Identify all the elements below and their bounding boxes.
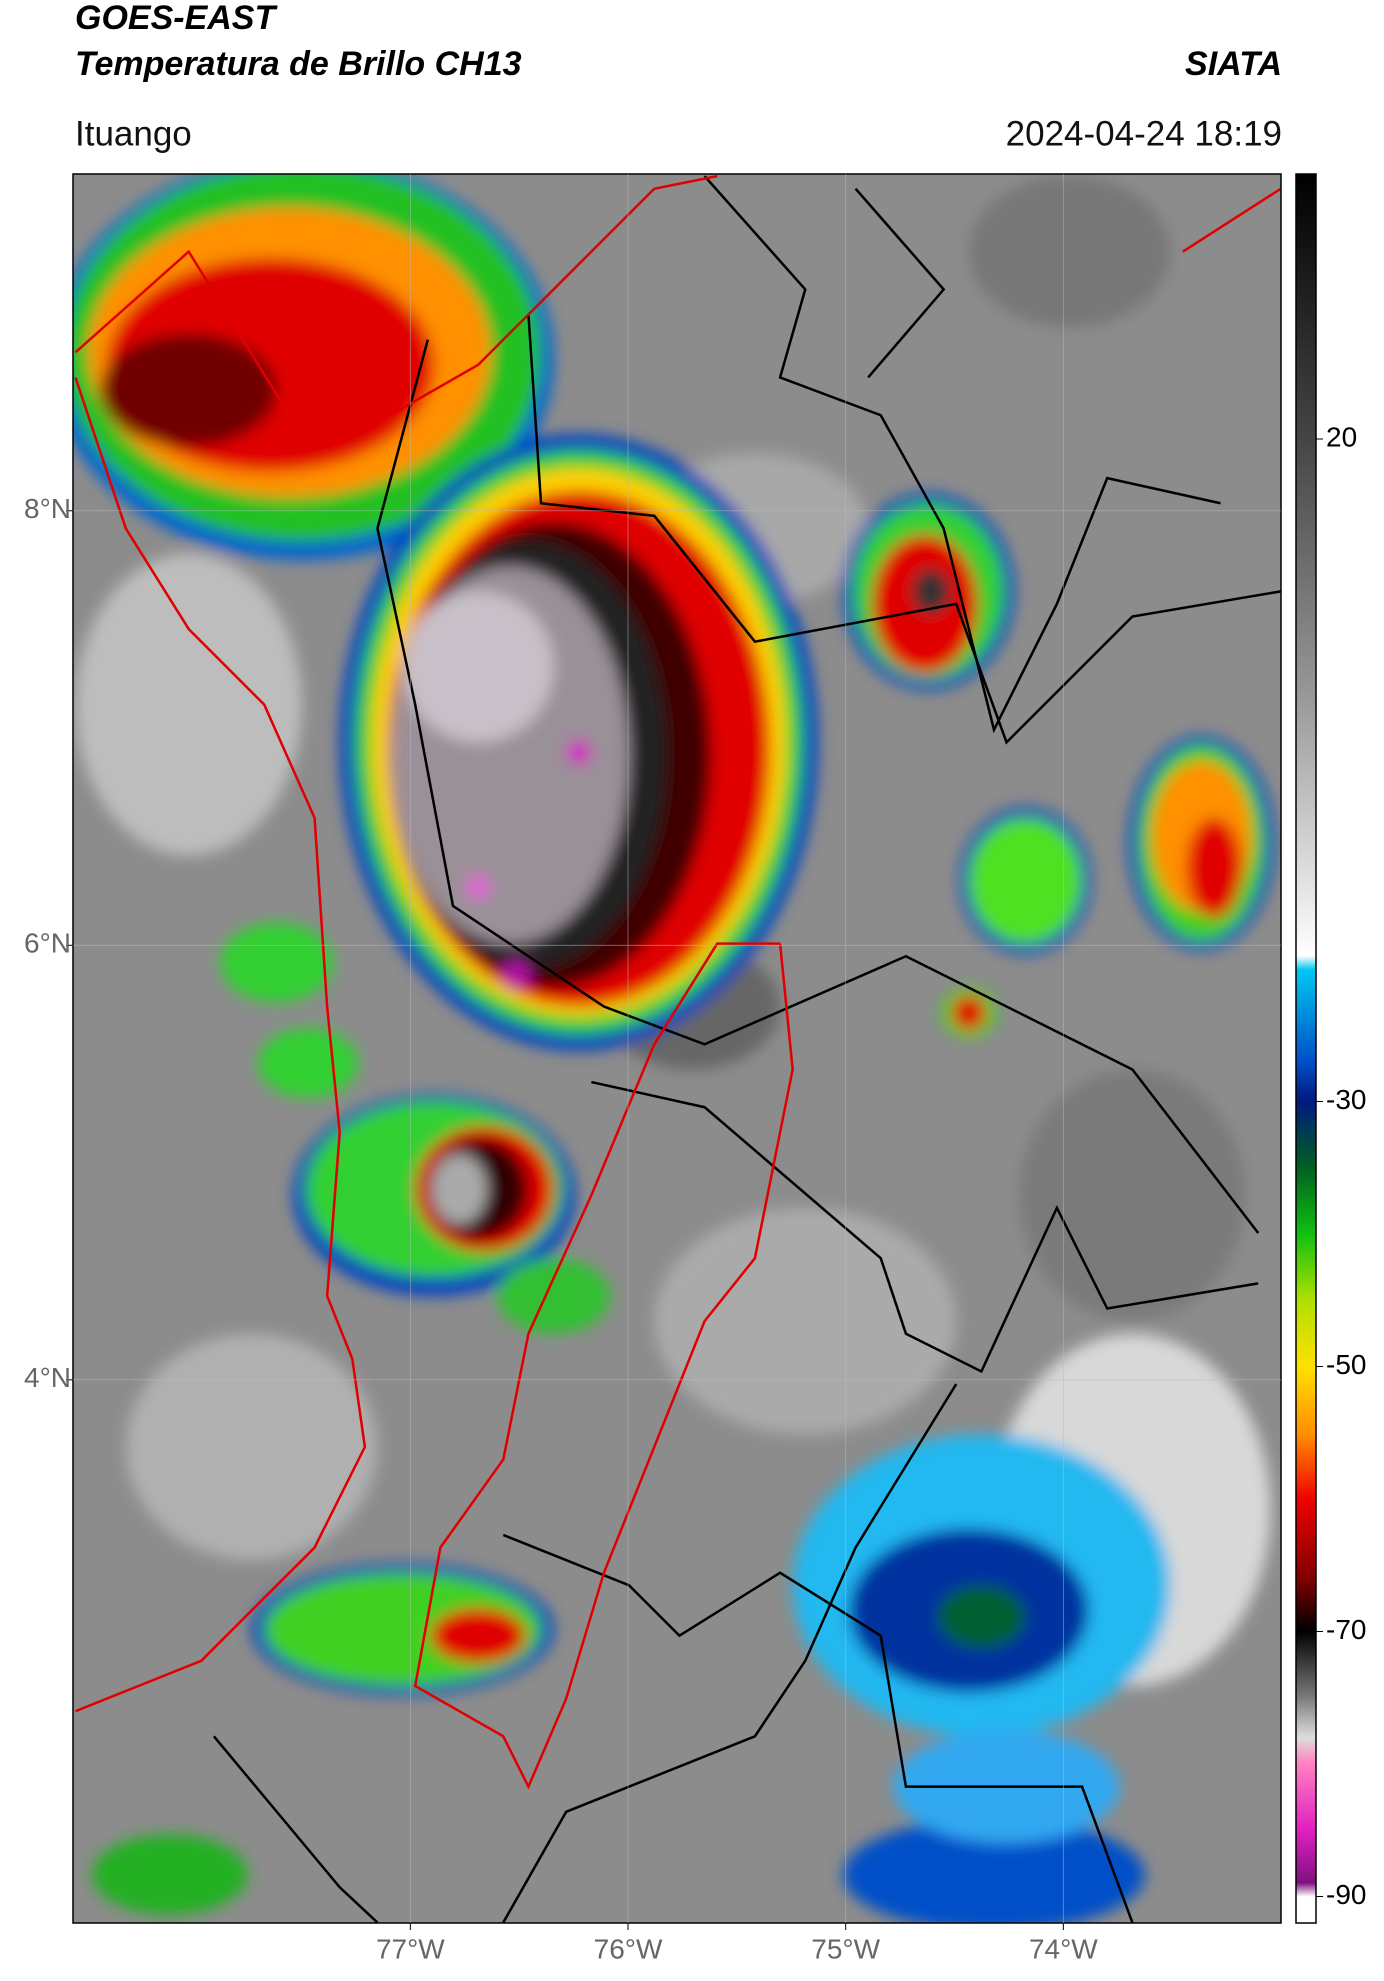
colorbar-tick-label: -50 bbox=[1326, 1349, 1366, 1380]
colorbar-tick-label: 20 bbox=[1326, 421, 1357, 452]
x-tick-label: 77°W bbox=[376, 1933, 445, 1964]
x-tick-label: 74°W bbox=[1029, 1933, 1098, 1964]
title: GOES-EAST bbox=[75, 0, 278, 37]
colorbar-tick-label: -70 bbox=[1326, 1614, 1366, 1645]
x-tick-label: 76°W bbox=[594, 1933, 663, 1964]
datetime: 2024-04-24 18:19 bbox=[1006, 114, 1282, 153]
subtitle: Temperatura de Brillo CH13 bbox=[75, 45, 522, 83]
colorbar bbox=[1295, 173, 1317, 1924]
y-tick-label: 6°N bbox=[24, 928, 71, 959]
location: Ituango bbox=[75, 114, 192, 153]
colorbar-tick-label: -30 bbox=[1326, 1084, 1366, 1115]
y-tick-label: 8°N bbox=[24, 493, 71, 524]
source: SIATA bbox=[1185, 45, 1282, 83]
satellite-image bbox=[73, 174, 1281, 1923]
y-tick-label: 4°N bbox=[24, 1362, 71, 1393]
x-tick-label: 75°W bbox=[811, 1933, 880, 1964]
map-frame bbox=[72, 173, 1282, 1924]
colorbar-tick-label: -90 bbox=[1326, 1879, 1366, 1910]
